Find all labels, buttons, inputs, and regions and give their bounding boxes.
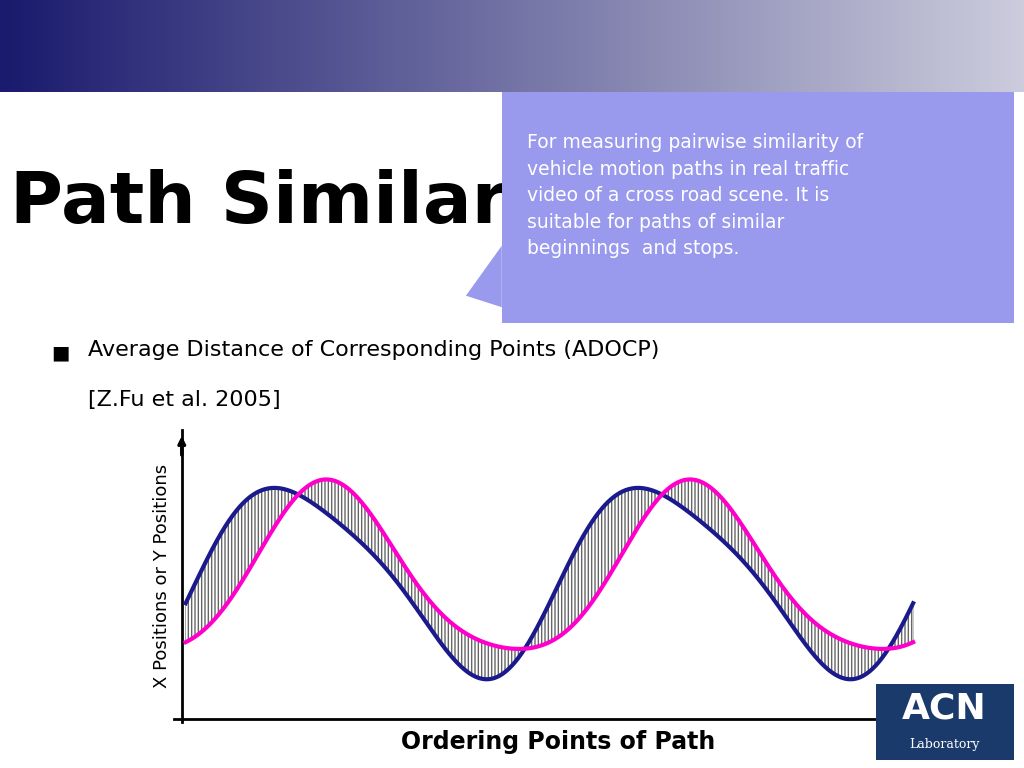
Text: ■: ■ — [51, 344, 70, 362]
Text: 7: 7 — [954, 733, 971, 757]
Polygon shape — [466, 246, 502, 307]
Text: ACN: ACN — [902, 691, 987, 725]
Text: Average Distance of Corresponding Points (ADOCP): Average Distance of Corresponding Points… — [88, 340, 659, 360]
Y-axis label: X Positions or Y Positions: X Positions or Y Positions — [153, 464, 171, 688]
FancyBboxPatch shape — [502, 92, 1014, 323]
Text: [Z.Fu et al. 2005]: [Z.Fu et al. 2005] — [88, 390, 281, 410]
Text: Path Similarity: Path Similarity — [10, 169, 614, 238]
X-axis label: Ordering Points of Path: Ordering Points of Path — [401, 730, 715, 754]
Text: For measuring pairwise similarity of
vehicle motion paths in real traffic
video : For measuring pairwise similarity of veh… — [527, 134, 863, 258]
Text: Laboratory: Laboratory — [909, 739, 980, 751]
FancyBboxPatch shape — [876, 684, 1014, 760]
